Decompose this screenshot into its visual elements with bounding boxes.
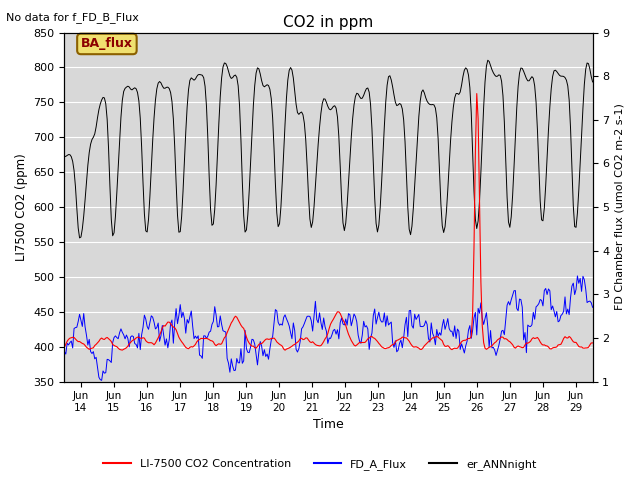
Title: CO2 in ppm: CO2 in ppm — [284, 15, 374, 30]
Text: BA_flux: BA_flux — [81, 37, 133, 50]
Y-axis label: FD Chamber flux (umol CO2 m-2 s-1): FD Chamber flux (umol CO2 m-2 s-1) — [615, 104, 625, 311]
Text: No data for f_FD_B_Flux: No data for f_FD_B_Flux — [6, 12, 140, 23]
Y-axis label: LI7500 CO2 (ppm): LI7500 CO2 (ppm) — [15, 153, 28, 261]
X-axis label: Time: Time — [313, 419, 344, 432]
Legend: LI-7500 CO2 Concentration, FD_A_Flux, er_ANNnight: LI-7500 CO2 Concentration, FD_A_Flux, er… — [99, 455, 541, 474]
